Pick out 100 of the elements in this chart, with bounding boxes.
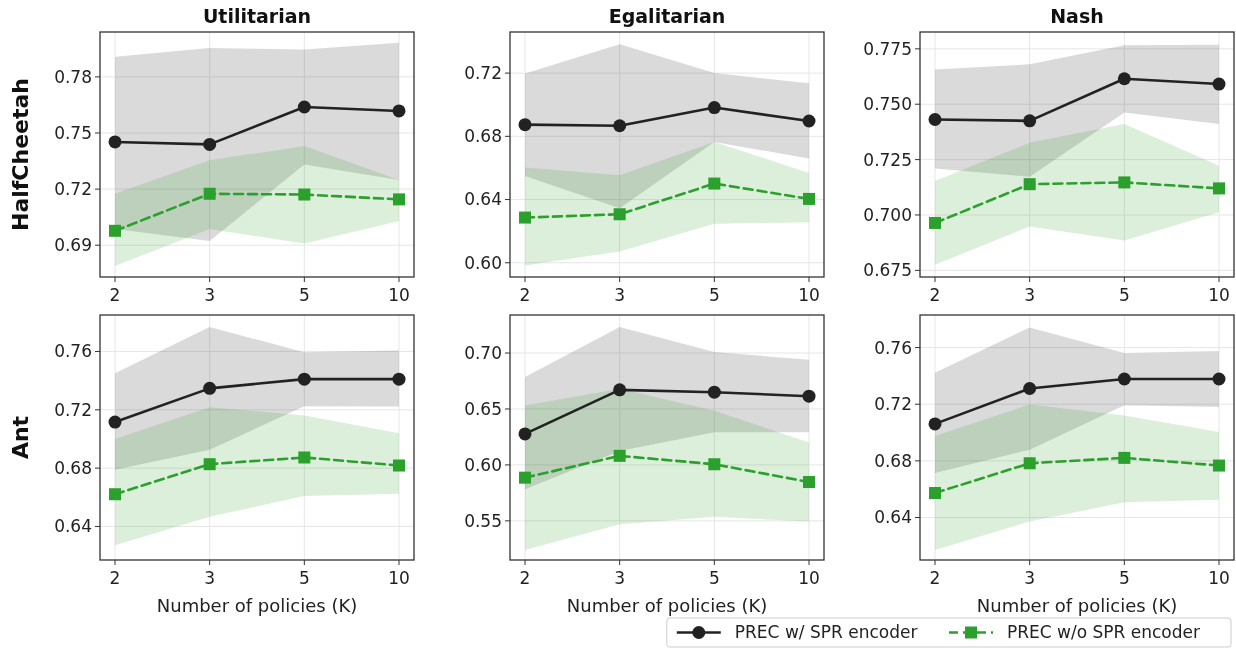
point — [1023, 382, 1037, 395]
point — [108, 135, 122, 149]
y-tick-label: 0.675 — [863, 260, 912, 281]
y-tick-label: 0.55 — [464, 510, 502, 531]
point — [1023, 178, 1036, 191]
x-tick-label: 2 — [519, 285, 531, 305]
point — [613, 383, 627, 397]
x-tick-label: 10 — [798, 285, 820, 305]
point — [392, 372, 406, 386]
y-tick-label: 0.64 — [874, 507, 912, 528]
point — [928, 113, 942, 126]
point — [928, 417, 942, 431]
point — [1213, 459, 1225, 472]
x-tick-label: 2 — [109, 568, 121, 588]
point — [519, 211, 531, 224]
x-tick-label: 3 — [614, 568, 626, 588]
point — [393, 193, 405, 206]
y-tick-label: 0.64 — [54, 516, 92, 537]
y-tick-label: 0.75 — [54, 122, 92, 143]
point — [203, 381, 217, 395]
y-axis-title: HalfCheetah — [8, 77, 33, 232]
y-tick-label: 0.68 — [54, 458, 92, 479]
x-axis-title: Number of policies (K) — [156, 595, 358, 616]
y-tick-label: 0.70 — [464, 342, 502, 363]
x-tick-label: 5 — [298, 285, 310, 305]
point — [203, 187, 216, 200]
x-axis-title: Number of policies (K) — [976, 595, 1178, 616]
point — [613, 208, 626, 221]
chart-title: Nash — [1050, 5, 1104, 27]
point — [109, 224, 121, 237]
point — [518, 118, 532, 132]
point — [108, 415, 122, 429]
x-tick-label: 10 — [798, 568, 820, 588]
point — [613, 119, 627, 133]
x-tick-label: 5 — [298, 568, 310, 588]
point — [298, 188, 311, 201]
x-tick-label: 3 — [204, 285, 216, 305]
point — [1212, 372, 1226, 386]
point — [298, 451, 311, 464]
x-tick-label: 10 — [388, 568, 410, 588]
x-tick-label: 2 — [109, 285, 121, 305]
chart-title: Egalitarian — [608, 5, 726, 27]
point — [518, 427, 532, 441]
x-tick-label: 10 — [1208, 285, 1230, 305]
point — [707, 101, 721, 115]
x-tick-label: 3 — [614, 285, 626, 305]
y-tick-label: 0.725 — [863, 149, 912, 170]
point — [802, 389, 816, 403]
y-tick-label: 0.76 — [874, 337, 912, 358]
y-tick-label: 0.76 — [54, 341, 92, 362]
y-tick-label: 0.68 — [874, 450, 912, 471]
point — [929, 487, 941, 500]
x-tick-label: 5 — [1118, 285, 1130, 305]
x-axis-title: Number of policies (K) — [566, 595, 768, 616]
point — [297, 100, 311, 114]
point — [1117, 72, 1131, 86]
point — [803, 192, 815, 205]
y-tick-label: 0.65 — [464, 398, 502, 419]
x-tick-label: 3 — [1024, 568, 1036, 588]
point — [1023, 114, 1037, 128]
point — [929, 216, 941, 229]
point — [1117, 372, 1131, 386]
y-tick-label: 0.72 — [874, 394, 912, 415]
point — [1213, 182, 1225, 195]
x-tick-label: 2 — [929, 285, 941, 305]
point — [708, 458, 721, 471]
y-tick-label: 0.60 — [464, 252, 502, 273]
point — [203, 458, 216, 471]
point — [1118, 451, 1131, 464]
point — [802, 114, 816, 128]
point — [613, 449, 626, 462]
y-tick-label: 0.700 — [863, 204, 912, 225]
point — [1212, 77, 1226, 91]
y-tick-label: 0.775 — [863, 38, 912, 59]
y-tick-label: 0.78 — [54, 66, 92, 87]
point — [109, 488, 121, 501]
x-tick-label: 3 — [1024, 285, 1036, 305]
point — [1023, 457, 1036, 470]
point — [297, 372, 311, 386]
point — [707, 385, 721, 399]
x-tick-label: 5 — [708, 568, 720, 588]
point — [392, 104, 406, 118]
x-tick-label: 2 — [519, 568, 531, 588]
point — [708, 177, 721, 190]
chart-title: Utilitarian — [202, 5, 312, 27]
point — [393, 459, 405, 472]
x-tick-label: 10 — [1208, 568, 1230, 588]
y-tick-label: 0.72 — [54, 179, 92, 200]
point — [1118, 176, 1131, 189]
y-tick-label: 0.64 — [464, 189, 502, 210]
x-tick-label: 2 — [929, 568, 941, 588]
x-tick-label: 10 — [388, 285, 410, 305]
x-tick-label: 3 — [204, 568, 216, 588]
y-tick-label: 0.750 — [863, 94, 912, 115]
y-tick-label: 0.68 — [464, 126, 502, 147]
point — [803, 476, 815, 489]
x-tick-label: 5 — [708, 285, 720, 305]
x-tick-label: 5 — [1118, 568, 1130, 588]
point — [519, 471, 531, 484]
y-tick-label: 0.72 — [464, 63, 502, 84]
